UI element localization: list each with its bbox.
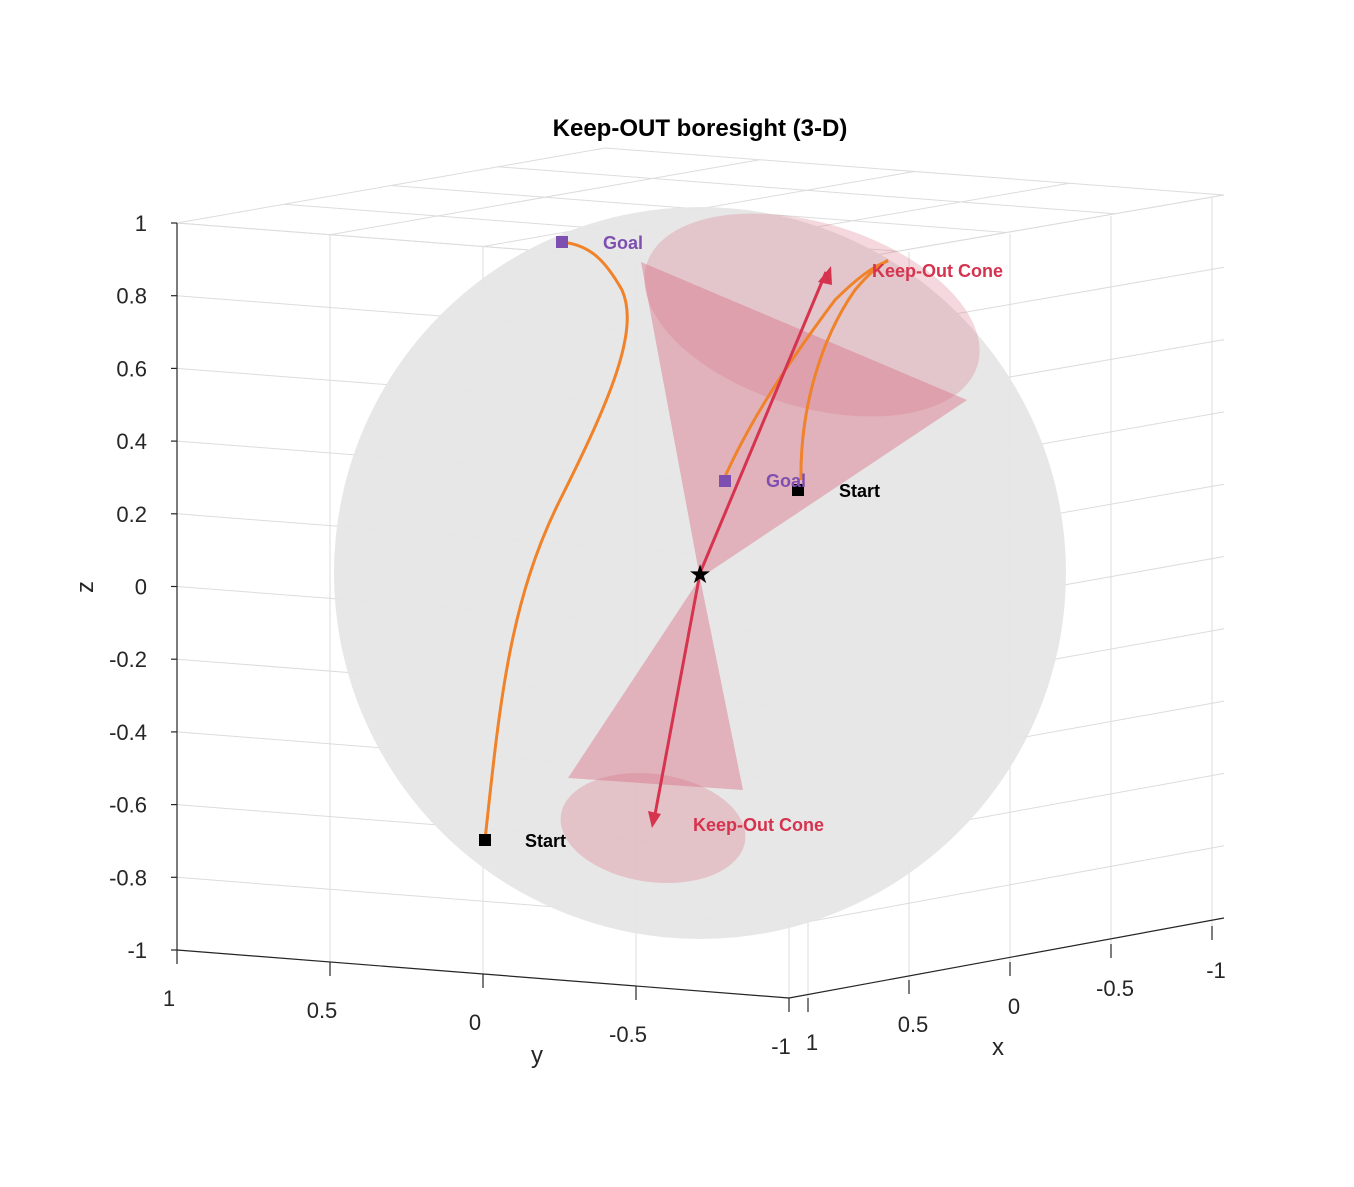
center-star-marker: ★ bbox=[688, 559, 711, 589]
goal-marker-2 bbox=[719, 475, 731, 487]
z-axis-label: z bbox=[72, 581, 99, 593]
boresight-arrows bbox=[648, 266, 832, 828]
z-tick-label: 0.8 bbox=[116, 284, 147, 309]
y-tick-label: 0 bbox=[469, 1010, 481, 1035]
z-tick-label: 0.6 bbox=[116, 356, 147, 381]
goal-marker-1 bbox=[556, 236, 568, 248]
z-tick-label: -0.6 bbox=[109, 793, 147, 818]
z-axis-ticks: 1 0.8 0.6 0.4 0.2 0 -0.2 -0.4 -0.6 -0.8 -1 bbox=[109, 211, 177, 963]
x-tick-label: 0.5 bbox=[898, 1012, 929, 1037]
start-marker-2 bbox=[792, 484, 804, 496]
x-axis-label: x bbox=[992, 1034, 1004, 1061]
z-tick-label: -0.4 bbox=[109, 720, 147, 745]
z-tick-label: 0.4 bbox=[116, 429, 147, 454]
z-tick-label: -1 bbox=[127, 938, 147, 963]
y-tick-label: -1 bbox=[771, 1034, 791, 1059]
trajectories bbox=[483, 240, 889, 841]
x-axis-line bbox=[788, 917, 1225, 999]
z-tick-label: 1 bbox=[135, 211, 147, 236]
z-tick-label: -0.8 bbox=[109, 865, 147, 890]
start-label-1: Start bbox=[525, 831, 566, 851]
y-tick-label: -0.5 bbox=[609, 1022, 647, 1047]
keep-out-cone-upper-cap bbox=[644, 213, 980, 417]
goal-label-1: Goal bbox=[603, 233, 643, 253]
trajectory-2 bbox=[721, 259, 889, 482]
z-tick-label: 0 bbox=[135, 575, 147, 600]
keep-out-cone-label-upper: Keep-Out Cone bbox=[872, 261, 1003, 281]
y-axis-ticks: 1 0.5 0 -0.5 -1 bbox=[163, 950, 791, 1059]
annotations: Goal Goal Start Start Keep-Out Cone Keep… bbox=[525, 233, 1003, 851]
x-tick-label: -0.5 bbox=[1096, 976, 1134, 1001]
x-tick-label: -1 bbox=[1206, 958, 1226, 983]
chart-title: Keep-OUT boresight (3-D) bbox=[553, 115, 848, 142]
markers: ★ bbox=[479, 236, 804, 846]
boresight-arrowhead-up bbox=[818, 266, 832, 285]
trajectory-3 bbox=[799, 258, 889, 481]
z-tick-label: -0.2 bbox=[109, 647, 147, 672]
boresight-arrow-up bbox=[698, 271, 828, 574]
start-label-2: Start bbox=[839, 481, 880, 501]
y-tick-label: 0.5 bbox=[307, 998, 338, 1023]
boresight-arrow-down bbox=[652, 572, 702, 821]
x-tick-label: 1 bbox=[806, 1030, 818, 1055]
start-marker-1 bbox=[479, 834, 491, 846]
keep-out-cone-lower-body bbox=[568, 578, 743, 790]
trajectory-1 bbox=[483, 240, 629, 841]
x-axis-ticks: 1 0.5 0 -0.5 -1 bbox=[806, 926, 1226, 1055]
x-tick-label: 0 bbox=[1008, 994, 1020, 1019]
goal-label-2: Goal bbox=[766, 471, 806, 491]
keep-out-cone-lower-cap bbox=[560, 772, 746, 884]
z-tick-label: 0.2 bbox=[116, 502, 147, 527]
y-axis-label: y bbox=[531, 1042, 543, 1069]
boresight-arrowhead-down bbox=[648, 811, 661, 828]
grid-line bbox=[497, 166, 1116, 215]
y-tick-label: 1 bbox=[163, 986, 175, 1011]
keep-out-cone-label-lower: Keep-Out Cone bbox=[693, 815, 824, 835]
grid-line bbox=[788, 845, 1225, 926]
